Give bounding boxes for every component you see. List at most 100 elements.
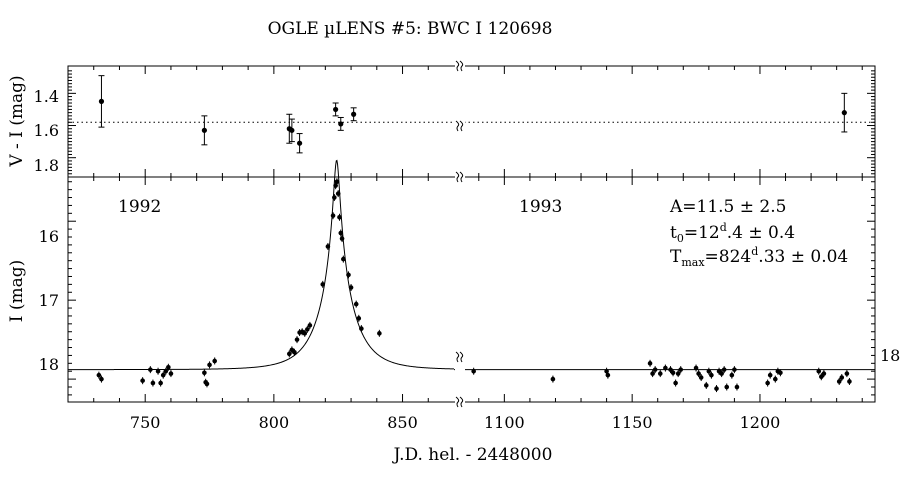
year-label-1992: 1992 bbox=[118, 197, 161, 217]
bottom-y-axis-label: I (mag) bbox=[7, 260, 27, 323]
magnitude-point bbox=[719, 371, 724, 376]
magnitude-point bbox=[359, 326, 364, 331]
magnitude-point bbox=[657, 371, 663, 376]
bottom-ytick-label-17: 17 bbox=[39, 291, 59, 310]
magnitude-point bbox=[668, 367, 673, 372]
x-tick-label: 1100 bbox=[484, 413, 525, 432]
timescale-value: =12 bbox=[684, 223, 720, 243]
x-tick-label: 850 bbox=[387, 413, 418, 432]
top-ytick-label-1.8: 1.8 bbox=[34, 156, 59, 175]
magnitude-point bbox=[168, 371, 174, 376]
axis-break-mark bbox=[459, 171, 464, 183]
magnitude-point bbox=[341, 256, 346, 262]
timescale-subscript: 0 bbox=[677, 232, 684, 245]
magnitude-point bbox=[678, 367, 684, 372]
bottom-panel-ticks bbox=[68, 177, 875, 402]
magnitude-point bbox=[96, 372, 102, 378]
chart-title: OGLE µLENS #5: BWC I 120698 bbox=[268, 19, 553, 39]
magnitude-point bbox=[163, 368, 169, 374]
axis-break-mark bbox=[455, 396, 460, 408]
color-point bbox=[333, 106, 339, 113]
tmax-value: =824 bbox=[705, 247, 752, 267]
bottom-panel-frame bbox=[67, 176, 876, 403]
magnitude-point bbox=[839, 375, 845, 380]
magnitude-point bbox=[155, 368, 161, 374]
axis-break-mark bbox=[455, 120, 460, 132]
amplification-annotation: A=11.5 ± 2.5 bbox=[669, 197, 786, 217]
axis-break-gap bbox=[455, 55, 465, 415]
axis-break-mark bbox=[459, 60, 464, 72]
magnitude-point bbox=[346, 272, 351, 278]
bottom-panel: 16 17 18 18 I (mag) 1992 1993 A=11.5 ± 2… bbox=[7, 159, 900, 403]
magnitude-point bbox=[307, 323, 313, 328]
microlensing-model-curve bbox=[68, 159, 455, 371]
magnitude-point bbox=[212, 358, 217, 364]
bottom-panel-points bbox=[96, 178, 852, 393]
x-tick-labels: 750 800 850 1100 1150 1200 bbox=[130, 413, 780, 432]
magnitude-point bbox=[698, 375, 704, 380]
magnitude-point bbox=[166, 364, 171, 370]
magnitude-point bbox=[305, 327, 310, 332]
tmax-superscript: d bbox=[751, 245, 758, 258]
magnitude-point bbox=[550, 376, 556, 382]
magnitude-point bbox=[724, 384, 730, 390]
timescale-error: .4 ± 0.4 bbox=[727, 223, 795, 243]
color-point bbox=[289, 127, 295, 133]
top-panel-frame bbox=[67, 65, 876, 178]
magnitude-point bbox=[734, 384, 740, 390]
axis-break-mark bbox=[459, 120, 464, 132]
magnitude-point bbox=[773, 376, 778, 382]
magnitude-point bbox=[670, 370, 676, 376]
top-ytick-label-1.4: 1.4 bbox=[34, 87, 59, 106]
magnitude-point bbox=[99, 376, 104, 382]
magnitude-point bbox=[693, 365, 699, 371]
bottom-right-tick-label-18: 18 bbox=[880, 346, 900, 365]
magnitude-point bbox=[353, 301, 359, 307]
magnitude-point bbox=[673, 380, 678, 386]
magnitude-point bbox=[294, 337, 300, 342]
axis-break-mark bbox=[459, 351, 464, 363]
tmax-annotation: Tmax=824d.33 ± 0.04 bbox=[670, 245, 848, 269]
break-gap-mask bbox=[455, 55, 465, 415]
year-label-1993: 1993 bbox=[519, 197, 562, 217]
top-panel-points bbox=[98, 75, 848, 154]
magnitude-point bbox=[778, 370, 783, 376]
top-y-axis-label: V - I (mag) bbox=[7, 75, 27, 167]
magnitude-point bbox=[160, 372, 166, 378]
magnitude-point bbox=[819, 374, 824, 380]
magnitude-point bbox=[339, 236, 345, 241]
magnitude-point bbox=[721, 367, 727, 372]
magnitude-point bbox=[335, 191, 341, 196]
x-tick-label: 1200 bbox=[740, 413, 781, 432]
timescale-annotation: t0=12d.4 ± 0.4 bbox=[670, 221, 795, 245]
magnitude-point bbox=[140, 378, 145, 383]
tmax-error: .33 ± 0.04 bbox=[758, 247, 848, 267]
magnitude-point bbox=[204, 381, 210, 387]
magnitude-point bbox=[605, 372, 611, 378]
top-panel-ticks bbox=[68, 66, 875, 177]
magnitude-point bbox=[847, 379, 852, 384]
x-tick-label: 750 bbox=[130, 413, 161, 432]
color-point bbox=[98, 98, 105, 104]
bottom-ytick-label-16: 16 bbox=[39, 227, 59, 246]
timescale-symbol: t bbox=[670, 223, 677, 243]
magnitude-point bbox=[767, 372, 773, 378]
magnitude-point bbox=[330, 213, 336, 218]
axis-break-mark bbox=[459, 396, 464, 408]
color-point bbox=[841, 110, 847, 116]
magnitude-point bbox=[148, 367, 153, 372]
magnitude-point bbox=[647, 361, 653, 366]
magnitude-point bbox=[320, 282, 326, 287]
top-ytick-label-1.6: 1.6 bbox=[34, 121, 59, 140]
magnitude-point bbox=[703, 383, 709, 388]
axis-break-mark bbox=[455, 351, 460, 363]
magnitude-point bbox=[696, 371, 701, 376]
magnitude-point bbox=[650, 371, 655, 376]
magnitude-point bbox=[292, 349, 297, 355]
magnitude-point bbox=[471, 368, 476, 374]
magnitude-point bbox=[663, 365, 668, 371]
axis-break-mark bbox=[455, 60, 460, 72]
magnitude-point bbox=[348, 285, 354, 290]
magnitude-point bbox=[706, 368, 712, 374]
magnitude-point bbox=[836, 379, 842, 384]
